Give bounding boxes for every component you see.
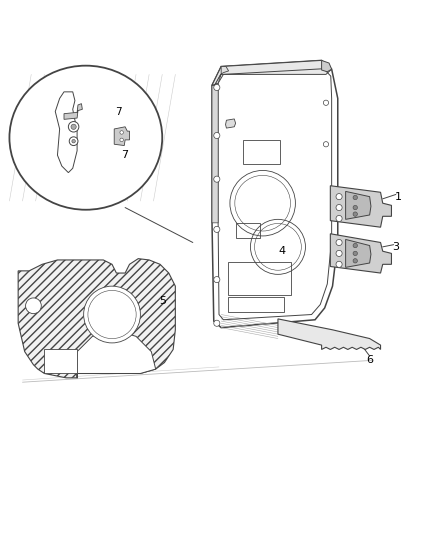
Circle shape (323, 100, 328, 106)
Circle shape (336, 205, 342, 211)
Circle shape (72, 140, 75, 143)
Bar (228, 262, 291, 295)
Polygon shape (212, 60, 338, 328)
Circle shape (353, 259, 357, 263)
Circle shape (214, 277, 220, 282)
Text: 7: 7 (122, 150, 129, 160)
Polygon shape (212, 60, 332, 85)
Circle shape (353, 195, 357, 200)
Circle shape (353, 244, 357, 248)
Polygon shape (64, 103, 82, 119)
Polygon shape (77, 330, 155, 378)
Bar (228, 297, 285, 312)
Polygon shape (278, 319, 381, 350)
Circle shape (336, 261, 342, 268)
Circle shape (336, 239, 342, 246)
Circle shape (69, 137, 78, 146)
Polygon shape (212, 83, 218, 223)
Circle shape (353, 251, 357, 256)
Polygon shape (346, 239, 371, 268)
Circle shape (25, 298, 41, 313)
Circle shape (323, 142, 328, 147)
Circle shape (336, 251, 342, 256)
Circle shape (88, 290, 136, 338)
Circle shape (214, 227, 220, 232)
Circle shape (68, 122, 79, 132)
Text: 7: 7 (115, 107, 122, 117)
Text: 5: 5 (159, 296, 166, 306)
Polygon shape (330, 234, 392, 273)
Polygon shape (212, 67, 229, 85)
Circle shape (336, 215, 342, 222)
Polygon shape (330, 185, 392, 227)
Polygon shape (114, 127, 130, 146)
Circle shape (214, 320, 220, 326)
Circle shape (214, 176, 220, 182)
Polygon shape (321, 60, 332, 72)
Circle shape (214, 84, 220, 91)
Polygon shape (55, 92, 77, 173)
Polygon shape (346, 191, 371, 220)
Bar (243, 140, 280, 164)
Circle shape (214, 133, 220, 139)
Circle shape (353, 205, 357, 210)
Circle shape (84, 286, 141, 343)
Circle shape (353, 212, 357, 216)
Text: 6: 6 (366, 356, 373, 365)
Text: 4: 4 (279, 246, 286, 256)
Text: 1: 1 (395, 192, 402, 201)
Bar (237, 223, 261, 238)
Circle shape (336, 193, 342, 200)
Bar (44, 350, 77, 374)
Text: 3: 3 (392, 242, 399, 252)
Polygon shape (226, 119, 236, 128)
Circle shape (120, 131, 124, 134)
Ellipse shape (10, 66, 162, 210)
Circle shape (71, 124, 76, 130)
Polygon shape (18, 259, 175, 378)
Circle shape (120, 138, 124, 142)
